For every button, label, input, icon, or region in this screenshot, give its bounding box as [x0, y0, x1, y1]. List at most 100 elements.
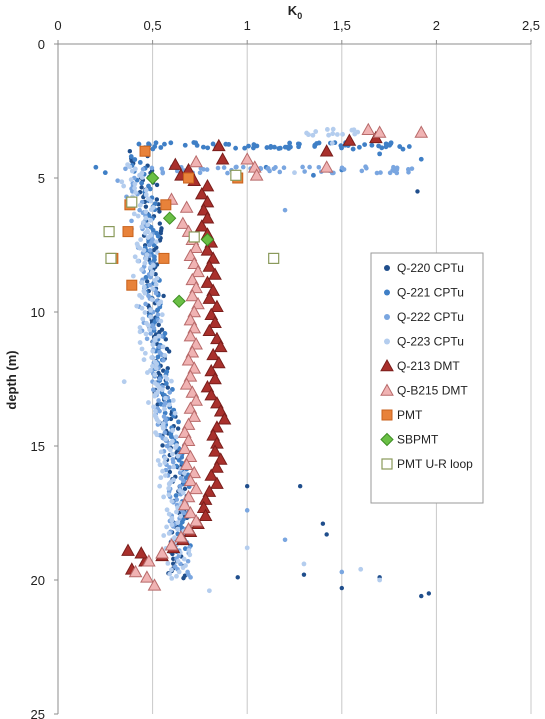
point-q221 [295, 141, 301, 147]
point-qb215 [164, 538, 179, 551]
point-q223 [137, 245, 143, 251]
point-q213 [342, 133, 357, 146]
point-q223 [132, 185, 138, 191]
point-q221 [383, 141, 389, 147]
point-qb215 [191, 296, 205, 310]
point-q223 [143, 331, 149, 337]
point-q222 [339, 165, 345, 171]
point-q223 [148, 198, 154, 204]
legend-swatch-q222 [384, 314, 390, 320]
point-qb215 [187, 256, 202, 270]
legend-label-q213: Q-213 DMT [397, 359, 460, 373]
point-q223 [146, 400, 151, 405]
point-q223 [180, 490, 186, 496]
x-tick-label: 1 [244, 18, 251, 33]
x-tick-label: 2 [433, 18, 440, 33]
point-q220 [181, 575, 186, 581]
point-q223 [143, 209, 149, 215]
point-q220 [157, 238, 163, 243]
point-q220 [151, 247, 157, 253]
point-q223 [175, 453, 181, 459]
point-q223 [349, 127, 355, 133]
point-q221 [362, 142, 368, 147]
point-q222 [162, 430, 168, 435]
point-q223 [166, 492, 172, 498]
point-q221 [194, 142, 200, 148]
point-q223 [129, 168, 135, 174]
point-q221 [155, 233, 161, 239]
legend-label-q223: Q-223 CPTu [397, 335, 464, 349]
legend-item-qb215: Q-B215 DMT [380, 383, 468, 398]
point-q221 [163, 381, 169, 386]
point-q220 [167, 469, 173, 475]
point-q222 [271, 166, 277, 172]
legend-label-pmtur: PMT U-R loop [397, 457, 473, 471]
point-q222 [302, 169, 307, 174]
point-qb215 [191, 264, 205, 278]
point-q223 [186, 548, 192, 553]
point-q223 [166, 511, 172, 517]
point-q221 [150, 146, 156, 152]
point-q220 [157, 209, 162, 214]
point-q213 [196, 203, 211, 216]
point-q213 [211, 138, 226, 152]
point-q222 [394, 165, 400, 171]
point-qb215 [181, 417, 196, 430]
point-q221 [277, 145, 283, 151]
series-q223 [119, 126, 383, 594]
point-q220 [235, 575, 240, 580]
point-q221 [182, 546, 188, 552]
point-q223 [150, 348, 156, 354]
point-qb215 [189, 154, 203, 168]
point-q222 [170, 459, 176, 465]
point-q221 [272, 144, 277, 150]
point-q220 [339, 585, 344, 591]
point-q223 [139, 295, 145, 300]
point-q213 [208, 267, 222, 280]
point-q222 [177, 470, 183, 476]
axes-layer: 0 0,5 1 1,5 2 2,5 0 5 10 15 20 25 [31, 18, 541, 719]
x-axis-title: K0 [288, 3, 302, 21]
point-q222 [204, 167, 210, 172]
point-q223 [144, 252, 150, 258]
point-q223 [167, 447, 173, 453]
point-sbpmt [172, 294, 186, 308]
point-qb215 [185, 272, 200, 286]
point-q213 [210, 420, 224, 433]
point-q223 [139, 280, 145, 285]
point-q221 [162, 141, 167, 147]
point-q222 [167, 390, 173, 395]
point-q222 [161, 357, 166, 363]
point-qb215 [189, 393, 203, 406]
point-q223 [137, 325, 143, 330]
point-q222 [378, 170, 383, 175]
point-q220 [165, 385, 171, 390]
point-q223 [121, 379, 127, 385]
point-q223 [143, 187, 149, 193]
point-q220 [153, 272, 158, 277]
point-qb215 [372, 125, 387, 138]
point-q222 [307, 164, 312, 170]
point-q221 [176, 419, 181, 425]
y-tick-label: 0 [38, 37, 45, 52]
point-qb215 [181, 433, 196, 446]
point-q222 [140, 166, 146, 172]
point-q221 [350, 146, 356, 152]
point-q221 [155, 354, 161, 360]
point-q220 [161, 368, 166, 373]
point-q223 [153, 239, 159, 245]
point-qb215 [140, 570, 154, 583]
point-q213 [204, 468, 219, 481]
point-q213 [208, 315, 222, 329]
point-q222 [300, 164, 305, 170]
point-q223 [292, 170, 297, 176]
point-qb215 [249, 168, 264, 181]
point-q220 [161, 293, 166, 299]
point-q223 [137, 202, 143, 208]
point-qb215 [179, 377, 194, 390]
point-pmt [139, 145, 151, 157]
point-q223 [145, 370, 150, 375]
x-tick-label: 2,5 [522, 18, 540, 33]
point-q223 [358, 566, 364, 572]
point-q220 [245, 484, 250, 489]
